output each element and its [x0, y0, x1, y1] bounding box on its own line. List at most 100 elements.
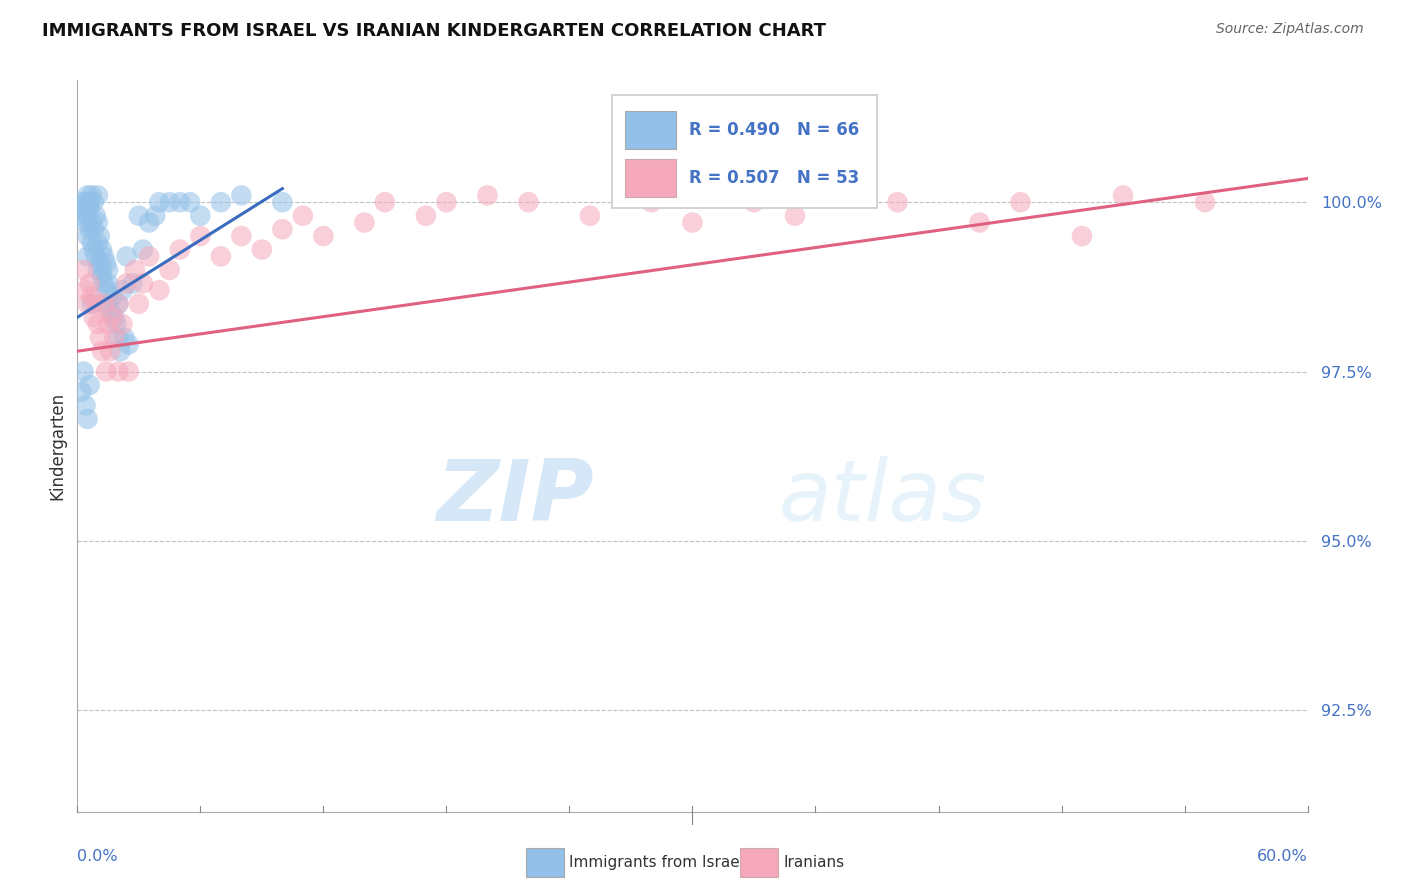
Point [93, 277, 115, 291]
Point [89, 256, 111, 270]
Point [80, 235, 103, 250]
Point [87, 263, 110, 277]
Point [128, 297, 150, 311]
Point [93, 297, 115, 311]
Point [110, 344, 132, 359]
Point [138, 215, 160, 229]
Point [250, 243, 273, 257]
Point [98, 303, 121, 318]
Point [83, 310, 105, 325]
Point [132, 277, 155, 291]
Point [783, 209, 806, 223]
Text: 0.0%: 0.0% [77, 849, 118, 864]
Point [179, 195, 201, 210]
Point [111, 317, 134, 331]
Point [94, 256, 117, 270]
Point [682, 215, 704, 229]
Point [117, 364, 139, 378]
Point [97, 317, 120, 331]
Point [79, 195, 101, 210]
Point [75, 283, 97, 297]
Point [1194, 195, 1216, 210]
Point [115, 277, 138, 291]
Text: Source: ZipAtlas.com: Source: ZipAtlas.com [1216, 22, 1364, 37]
Point [107, 364, 129, 378]
Y-axis label: Kindergarten: Kindergarten [48, 392, 66, 500]
Point [169, 243, 191, 257]
Point [845, 181, 868, 195]
Point [94, 364, 117, 378]
FancyBboxPatch shape [624, 159, 676, 196]
Point [87, 215, 110, 229]
Point [72, 195, 94, 210]
Point [148, 195, 170, 210]
FancyBboxPatch shape [624, 111, 676, 149]
Point [188, 229, 212, 244]
Point [84, 209, 107, 223]
Point [89, 229, 111, 244]
Point [640, 195, 662, 210]
Point [415, 209, 437, 223]
Point [72, 202, 94, 216]
Point [169, 195, 191, 210]
Point [148, 283, 170, 297]
Point [70, 384, 93, 399]
Point [1071, 229, 1094, 244]
Point [271, 222, 294, 236]
Point [87, 188, 110, 202]
Point [231, 229, 253, 244]
Point [76, 209, 98, 223]
Point [87, 317, 110, 331]
Point [1112, 188, 1135, 202]
Point [231, 188, 253, 202]
Point [83, 243, 105, 257]
Point [271, 195, 294, 210]
Point [80, 215, 103, 229]
Point [124, 263, 146, 277]
Point [353, 215, 375, 229]
Point [76, 249, 98, 263]
Point [101, 310, 124, 325]
Point [72, 263, 94, 277]
Point [83, 222, 105, 236]
Point [128, 209, 150, 223]
Text: Iranians: Iranians [783, 855, 844, 870]
Point [159, 195, 181, 210]
Point [90, 344, 114, 359]
Text: Immigrants from Israel: Immigrants from Israel [569, 855, 744, 870]
Point [105, 317, 128, 331]
Point [1010, 195, 1032, 210]
Point [114, 331, 136, 345]
Text: R = 0.507   N = 53: R = 0.507 N = 53 [689, 169, 859, 186]
Point [209, 195, 232, 210]
Text: IMMIGRANTS FROM ISRAEL VS IRANIAN KINDERGARTEN CORRELATION CHART: IMMIGRANTS FROM ISRAEL VS IRANIAN KINDER… [42, 22, 827, 40]
Point [107, 297, 129, 311]
Point [742, 195, 765, 210]
Point [117, 337, 139, 351]
Point [80, 297, 103, 311]
Point [83, 195, 105, 210]
Point [90, 269, 114, 284]
Point [159, 263, 181, 277]
Point [70, 209, 93, 223]
Point [107, 297, 129, 311]
Point [143, 209, 166, 223]
Point [80, 188, 103, 202]
Point [90, 243, 114, 257]
Point [75, 195, 97, 210]
Point [80, 290, 103, 304]
Point [103, 310, 125, 325]
Point [579, 209, 602, 223]
Point [138, 249, 160, 263]
Point [87, 235, 110, 250]
Point [93, 249, 115, 263]
Point [76, 297, 98, 311]
Text: R = 0.490   N = 66: R = 0.490 N = 66 [689, 121, 859, 139]
Point [101, 290, 124, 304]
Point [291, 209, 314, 223]
Point [98, 344, 121, 359]
Point [97, 297, 120, 311]
Point [103, 331, 125, 345]
Point [72, 364, 94, 378]
Point [84, 297, 107, 311]
